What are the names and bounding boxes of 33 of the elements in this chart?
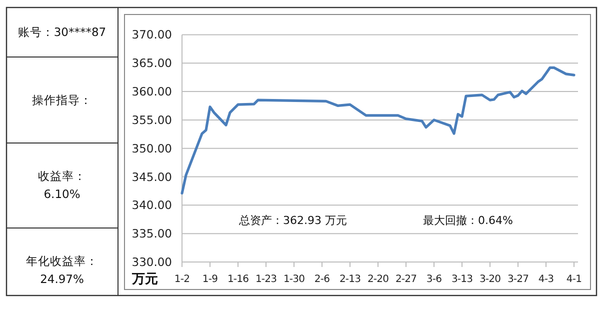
x-tick-label: 4-1 xyxy=(566,274,582,285)
y-axis-title: 万元 xyxy=(131,272,158,287)
x-tick-label: 3-13 xyxy=(451,274,473,285)
y-tick-label: 335.00 xyxy=(132,226,172,241)
text: 收益率： xyxy=(38,169,86,183)
y-tick-label: 350.00 xyxy=(132,141,172,156)
annotation: 总资产：362.93 万元 xyxy=(238,214,347,227)
y-tick-label: 355.00 xyxy=(132,112,172,127)
y-tick-label: 370.00 xyxy=(132,28,172,42)
x-tick-label: 1-30 xyxy=(283,274,305,285)
x-tick-label: 1-16 xyxy=(227,274,249,285)
x-tick-label: 1-9 xyxy=(202,274,218,285)
text: 6.10% xyxy=(44,187,80,201)
y-tick-label: 345.00 xyxy=(132,170,172,184)
x-tick-label: 3-27 xyxy=(507,274,529,285)
y-tick-label: 360.00 xyxy=(132,84,172,99)
x-tick-label: 3-20 xyxy=(479,274,501,285)
text: 24.97% xyxy=(40,272,84,286)
x-tick-label: 2-6 xyxy=(314,274,330,285)
text: 账号：30****87 xyxy=(18,25,106,39)
x-tick-label: 2-13 xyxy=(339,274,361,285)
text: 年化收益率： xyxy=(26,254,98,268)
x-tick-label: 2-27 xyxy=(395,274,417,285)
x-tick-label: 1-2 xyxy=(174,274,190,285)
y-tick-label: 365.00 xyxy=(132,56,172,70)
x-tick-label: 4-3 xyxy=(538,274,554,285)
y-tick-label: 340.00 xyxy=(132,198,172,212)
x-tick-label: 2-20 xyxy=(367,274,389,285)
x-tick-label: 3-6 xyxy=(426,274,442,285)
annotation: 最大回撤：0.64% xyxy=(423,214,513,227)
y-tick-label: 330.00 xyxy=(132,255,172,269)
text: 操作指导： xyxy=(32,93,92,107)
x-tick-label: 1-23 xyxy=(255,274,277,285)
